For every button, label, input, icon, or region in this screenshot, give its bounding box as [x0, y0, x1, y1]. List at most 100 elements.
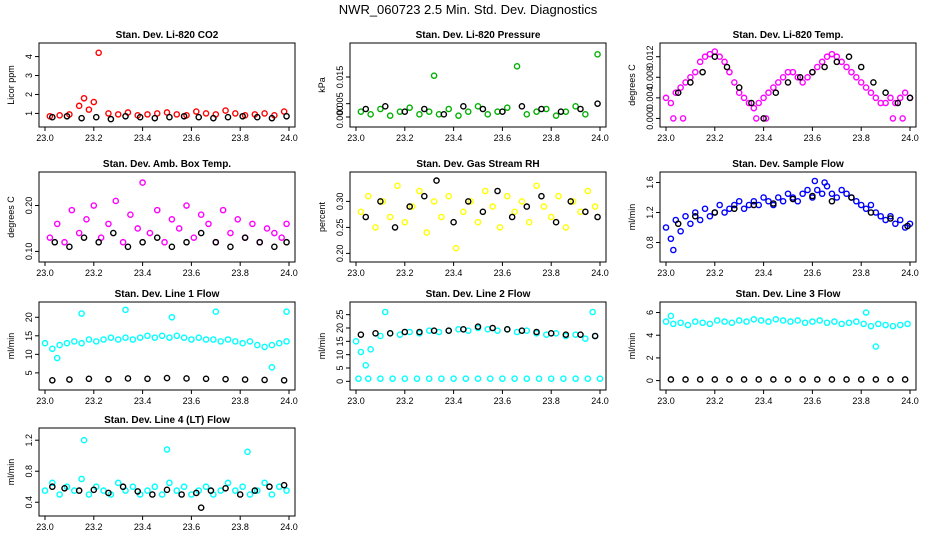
data-point	[533, 108, 540, 115]
data-point	[474, 218, 482, 226]
data-point	[430, 327, 438, 334]
data-point	[168, 313, 176, 321]
data-point	[46, 234, 54, 241]
data-point	[867, 89, 875, 97]
data-point	[56, 491, 63, 498]
y-tick-label: 0	[335, 379, 345, 384]
data-point	[149, 491, 156, 498]
data-point	[261, 376, 268, 384]
data-point	[367, 346, 374, 353]
data-point	[887, 212, 894, 220]
data-point	[379, 198, 387, 205]
data-point	[582, 111, 589, 118]
data-point	[66, 243, 73, 251]
data-point	[283, 220, 290, 228]
data-point	[105, 489, 112, 497]
series-black	[674, 192, 911, 230]
series-black	[49, 481, 288, 511]
data-point	[896, 94, 904, 102]
data-point	[870, 79, 877, 86]
y-tick-label: 15	[24, 331, 34, 341]
data-point	[494, 187, 501, 195]
data-point	[667, 376, 675, 383]
data-point	[268, 341, 276, 349]
data-point	[845, 319, 853, 327]
data-point	[474, 103, 482, 110]
x-tick-label: 23.8	[231, 133, 249, 143]
data-point	[848, 68, 855, 76]
data-point	[687, 73, 694, 81]
data-point	[183, 238, 190, 246]
data-point	[787, 318, 794, 325]
data-point	[232, 487, 239, 494]
data-point	[168, 243, 176, 251]
data-point	[748, 99, 755, 107]
data-point	[153, 206, 161, 214]
data-point	[212, 238, 220, 246]
data-point	[489, 203, 496, 210]
data-point	[794, 317, 802, 324]
data-point	[202, 336, 210, 343]
data-point	[838, 186, 845, 194]
data-point	[70, 338, 78, 345]
data-point	[670, 115, 677, 122]
data-point	[124, 375, 132, 382]
data-point	[699, 68, 706, 76]
data-point	[63, 112, 71, 120]
x-tick-label: 23.6	[183, 268, 201, 278]
y-axis-label: ml/min	[6, 333, 16, 360]
data-point	[750, 104, 758, 112]
data-point	[158, 491, 166, 498]
x-tick-label: 23.4	[445, 268, 463, 278]
data-point	[445, 327, 453, 334]
y-tick-label: 1.2	[24, 434, 34, 447]
data-point	[794, 73, 802, 81]
x-tick-label: 23.6	[804, 396, 822, 406]
data-point	[61, 484, 68, 492]
x-tick-label: 24.0	[901, 396, 919, 406]
data-point	[662, 94, 670, 102]
scatter-panel-5: Stan. Dev. Gas Stream RH 23.0 23.2 23.4 23.6…	[317, 159, 609, 278]
data-point	[572, 375, 579, 382]
scatter-panel-6: Stan. Dev. Sample Flow 23.0 23.2 23.4 23.6 23…	[627, 159, 919, 278]
data-point	[721, 209, 728, 216]
data-point	[129, 336, 137, 343]
data-point	[195, 113, 203, 121]
data-point	[784, 190, 792, 198]
data-point	[518, 327, 526, 334]
x-tick-label: 23.6	[494, 396, 512, 406]
data-point	[843, 376, 850, 383]
data-point	[691, 212, 699, 220]
scatter-panel-4: Stan. Dev. Amb. Box Temp. 23.0 23.2 23.4 23.…	[6, 159, 298, 278]
data-point	[533, 328, 540, 336]
data-point	[144, 111, 151, 118]
data-point	[726, 376, 733, 383]
data-point	[460, 208, 467, 216]
data-point	[682, 376, 689, 383]
data-point	[401, 328, 409, 336]
data-point	[53, 354, 61, 362]
data-point	[740, 94, 748, 102]
data-point	[251, 487, 259, 494]
data-point	[833, 53, 841, 61]
series-black	[667, 376, 909, 383]
data-point	[49, 376, 56, 384]
y-tick-label: 2	[24, 92, 34, 97]
data-point	[711, 48, 719, 55]
data-point	[711, 209, 719, 216]
data-point	[479, 105, 487, 113]
data-point	[538, 192, 545, 200]
data-point	[474, 375, 482, 382]
data-point	[80, 234, 88, 241]
series-black	[362, 177, 601, 231]
data-point	[691, 209, 699, 216]
scatter-panel-2: Stan. Dev. Li-820 Pressure 23.0 23.2 23.4 23…	[317, 30, 609, 143]
data-point	[421, 192, 428, 200]
data-point	[249, 220, 256, 228]
data-point	[280, 481, 288, 489]
data-point	[889, 322, 897, 330]
y-axis-label: degrees C	[627, 64, 637, 106]
data-point	[853, 318, 860, 325]
data-point	[857, 201, 865, 209]
data-point	[813, 186, 821, 194]
